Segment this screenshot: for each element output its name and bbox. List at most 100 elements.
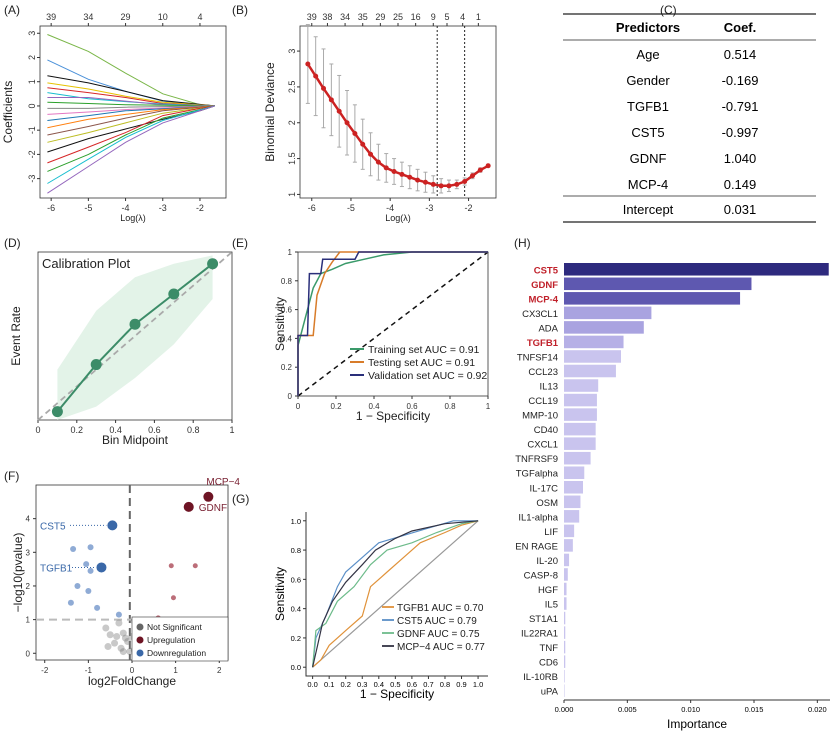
table-cell-predictor: CST5 bbox=[631, 125, 664, 140]
category-label-h: IL1-alpha bbox=[518, 512, 558, 523]
importance-bar-h bbox=[564, 510, 580, 523]
legend-label-e: Testing set AUC = 0.91 bbox=[368, 357, 475, 369]
up-point-f bbox=[192, 563, 198, 569]
x-tick-label-g: 0.9 bbox=[456, 680, 466, 689]
panel-label-h: (H) bbox=[514, 236, 531, 250]
y-tick-label-g: 0.2 bbox=[291, 634, 301, 643]
ns-point-f bbox=[124, 637, 132, 645]
y-tick-label-b: 2 bbox=[287, 120, 297, 125]
down-point-f bbox=[94, 604, 101, 611]
legend-marker-f bbox=[136, 623, 144, 631]
highlight-point-f bbox=[107, 520, 118, 531]
y-tick-label-g: 1.0 bbox=[291, 517, 301, 526]
y-axis-label-b: Binomial Deviance bbox=[263, 62, 277, 162]
x-tick-label-g: 1.0 bbox=[473, 680, 483, 689]
deviance-point-b bbox=[328, 97, 334, 103]
ns-point-f bbox=[119, 648, 127, 656]
top-tick-label-b: 39 bbox=[307, 12, 317, 22]
table-cell-predictor: MCP-4 bbox=[628, 177, 668, 192]
coef-path-a bbox=[47, 105, 215, 121]
importance-bar-h bbox=[564, 495, 581, 509]
x-tick-label-f: 0 bbox=[130, 666, 135, 675]
importance-bar-h bbox=[564, 539, 573, 552]
ns-point-f bbox=[117, 644, 125, 652]
deviance-point-b bbox=[383, 165, 389, 171]
deviance-point-b bbox=[485, 163, 491, 169]
top-tick-label-b: 5 bbox=[444, 12, 449, 22]
axes-g bbox=[305, 512, 488, 677]
deviance-point-b bbox=[422, 179, 428, 185]
down-point-f bbox=[85, 588, 92, 595]
category-label-h: CX3CL1 bbox=[522, 309, 558, 320]
deviance-point-b bbox=[305, 61, 311, 67]
x-tick-label-e: 0.6 bbox=[406, 402, 418, 411]
deviance-point-b bbox=[344, 120, 350, 126]
down-point-f bbox=[83, 561, 90, 568]
table-footer-label: Intercept bbox=[623, 202, 674, 217]
roc-line-e bbox=[297, 251, 488, 396]
ns-point-f bbox=[113, 632, 121, 640]
table-cell-predictor: GDNF bbox=[630, 151, 667, 166]
panel-label-f: (F) bbox=[4, 469, 19, 483]
y-tick-label-f: 2 bbox=[26, 582, 31, 591]
highlight-point-f bbox=[183, 501, 194, 512]
calibration-point-d bbox=[207, 258, 219, 270]
x-tick-label-h: 0.005 bbox=[618, 705, 637, 714]
top-tick-label-b: 16 bbox=[411, 12, 421, 22]
deviance-point-b bbox=[407, 174, 413, 180]
legend-label-e: Validation set AUC = 0.92 bbox=[368, 370, 487, 382]
ns-point-f bbox=[106, 631, 114, 639]
y-tick-label-e: 0 bbox=[288, 392, 293, 401]
importance-bar-h bbox=[564, 379, 599, 392]
coef-path-a bbox=[47, 105, 215, 194]
category-label-h: CASP-8 bbox=[524, 570, 558, 581]
legend-box-f bbox=[131, 616, 229, 662]
category-label-h: ST1A1 bbox=[529, 614, 558, 625]
up-point-f bbox=[170, 595, 176, 601]
legend-marker-f bbox=[136, 649, 144, 657]
x-tick-label-b: -2 bbox=[465, 203, 473, 213]
x-tick-label-h: 0.000 bbox=[555, 705, 574, 714]
importance-bar-h bbox=[564, 263, 829, 276]
importance-bar-h bbox=[564, 277, 752, 291]
ns-point-f bbox=[119, 629, 127, 637]
importance-bar-h bbox=[564, 611, 566, 625]
importance-bar-h bbox=[564, 582, 567, 596]
x-tick-label-g: 0.5 bbox=[390, 680, 400, 689]
legend-label-f: Downregulation bbox=[147, 648, 206, 658]
importance-bar-h bbox=[564, 568, 568, 581]
x-axis-label-d: Bin Midpoint bbox=[102, 433, 169, 447]
importance-bar-h bbox=[564, 393, 597, 407]
category-label-h: TNFRSF9 bbox=[515, 454, 558, 465]
table-cell-coef: 0.514 bbox=[724, 47, 757, 62]
table-cell-coef: 1.040 bbox=[724, 151, 757, 166]
y-tick-label-a: -1 bbox=[27, 126, 37, 134]
ideal-line-d bbox=[37, 251, 233, 421]
calibration-point-d bbox=[129, 318, 141, 330]
top-tick-label-a: 34 bbox=[83, 12, 93, 22]
top-tick-label-b: 29 bbox=[375, 12, 385, 22]
x-axis-label-h: Importance bbox=[667, 717, 727, 731]
calibration-point-d bbox=[51, 406, 63, 418]
x-tick-label-h: 0.015 bbox=[745, 705, 764, 714]
calibration-point-d bbox=[168, 288, 180, 300]
coef-path-a bbox=[47, 59, 215, 107]
table-cell-coef: -0.169 bbox=[722, 73, 759, 88]
confidence-band-d bbox=[57, 255, 213, 420]
y-tick-label-b: 3 bbox=[287, 49, 297, 54]
x-tick-label-d: 1 bbox=[229, 425, 234, 435]
table-cell-coef: -0.997 bbox=[722, 125, 759, 140]
category-label-h: GDNF bbox=[531, 280, 558, 291]
importance-bar-h bbox=[564, 422, 596, 436]
highlight-point-f bbox=[203, 491, 214, 502]
importance-bar-h bbox=[564, 640, 566, 654]
deviance-point-b bbox=[313, 73, 319, 79]
x-axis-label-g: 1 − Specificity bbox=[360, 687, 434, 701]
x-axis-label-f: log2FoldChange bbox=[88, 674, 176, 688]
x-tick-label-d: 0.2 bbox=[71, 425, 84, 435]
importance-bar-h bbox=[564, 364, 616, 378]
deviance-point-b bbox=[336, 108, 342, 114]
x-tick-label-b: -4 bbox=[386, 203, 394, 213]
x-tick-label-e: 1 bbox=[486, 402, 491, 411]
category-label-h: OSM bbox=[536, 498, 558, 509]
